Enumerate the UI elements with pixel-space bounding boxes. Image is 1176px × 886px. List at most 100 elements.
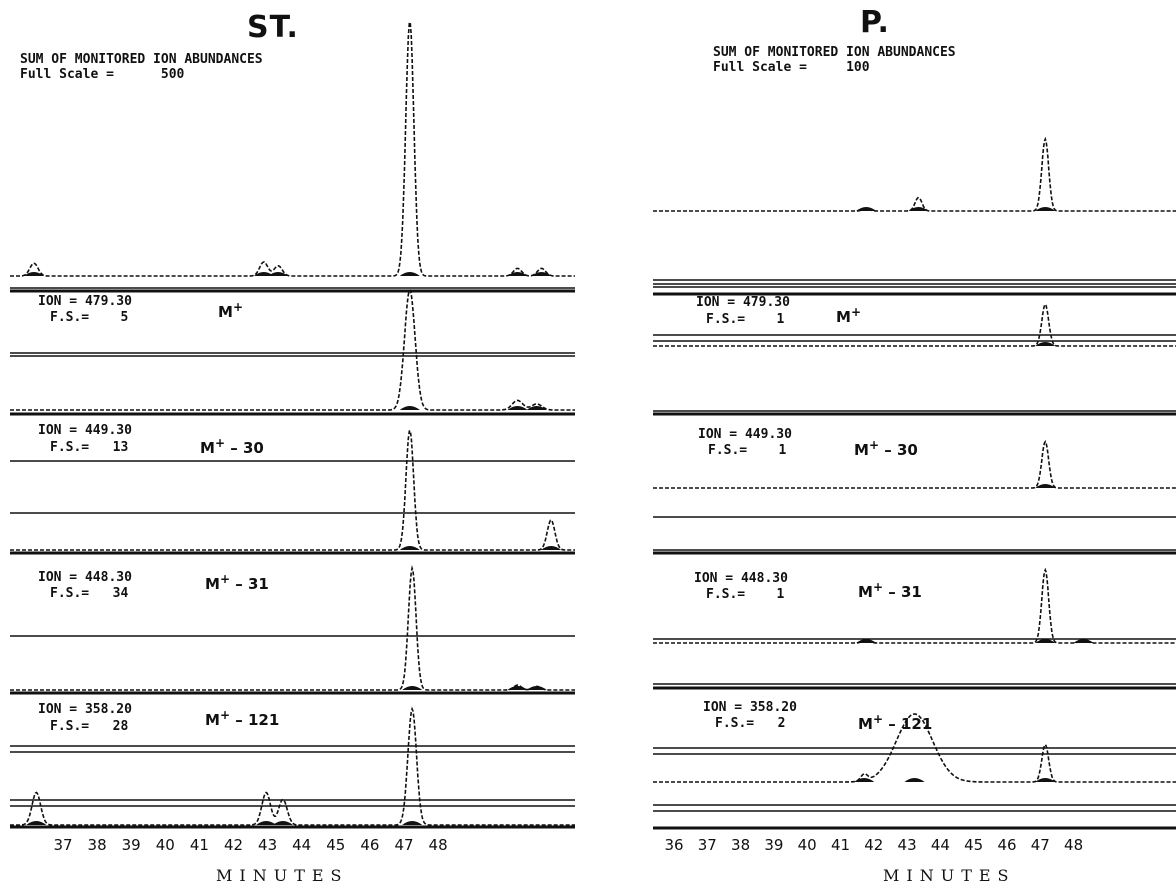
fragment-label: M+ – 30 (200, 436, 264, 457)
peak-marker (256, 821, 277, 825)
x-tick-label: 42 (224, 836, 243, 854)
chart-title: ST. (247, 10, 299, 45)
peak-marker (507, 686, 528, 690)
x-tick-label: 44 (292, 836, 311, 854)
chromatogram-st: 37 38 39 40 41 42 43 44 45 46 47 48 (10, 20, 575, 854)
chromatogram-p: 36 37 38 39 40 41 42 43 44 45 46 47 48 (653, 136, 1176, 854)
x-tick-label: 47 (394, 836, 413, 854)
fs-label: F.S.= 34 (50, 586, 129, 601)
peak-marker (23, 272, 44, 276)
fs-label: F.S.= 1 (708, 443, 787, 458)
x-tick-label: 44 (931, 836, 950, 854)
x-tick-label: 37 (53, 836, 72, 854)
ion-label: ION = 448.30 (694, 571, 788, 586)
peak-marker (26, 821, 47, 825)
fs-label: F.S.= 1 (706, 312, 785, 327)
peak-marker (526, 406, 547, 410)
x-tick-label: 39 (122, 836, 141, 854)
x-tick-label: 46 (997, 836, 1016, 854)
peak-marker (531, 272, 552, 276)
fragment-label: M+ (836, 305, 861, 326)
peak-marker (541, 546, 562, 550)
fragment-label: M+ – 31 (205, 572, 269, 593)
header-line-1: SUM OF MONITORED ION ABUNDANCES (20, 52, 263, 67)
peak-marker (507, 406, 528, 410)
x-tick-label: 38 (731, 836, 750, 854)
peak-marker (507, 272, 528, 276)
chromatogram-trace (10, 429, 575, 551)
fs-label: F.S.= 28 (50, 719, 129, 734)
fragment-label: M+ – 30 (854, 438, 918, 459)
x-tick-label: 37 (698, 836, 717, 854)
x-tick-label: 43 (258, 836, 277, 854)
peak-marker (1035, 342, 1056, 346)
peak-marker (272, 821, 293, 825)
chromatogram-trace (653, 302, 1176, 347)
peak-marker (1035, 639, 1056, 643)
fragment-label: M+ – 121 (205, 708, 280, 729)
peak-marker (856, 207, 877, 211)
x-tick-label: 41 (831, 836, 850, 854)
chromatogram-trace (10, 706, 575, 826)
ion-label: ION = 448.30 (38, 570, 132, 585)
fs-label: F.S.= 5 (50, 310, 129, 325)
chromatogram-trace (653, 439, 1176, 489)
ion-label: ION = 479.30 (38, 294, 132, 309)
fragment-label: M+ – 121 (858, 712, 933, 733)
fs-label: F.S.= 2 (715, 716, 786, 731)
full-scale-value: 100 (846, 60, 870, 75)
ion-label: ION = 449.30 (38, 423, 132, 438)
fragment-label: M+ – 31 (858, 580, 922, 601)
ion-label: ION = 358.20 (703, 700, 797, 715)
header-line-2: Full Scale = 100 (713, 60, 870, 75)
x-tick-label: 45 (326, 836, 345, 854)
chromatogram-trace (10, 565, 575, 691)
full-scale-value: 500 (160, 67, 185, 82)
x-tick-label: 42 (864, 836, 883, 854)
x-tick-label: 48 (429, 836, 448, 854)
x-tick-label: 48 (1064, 836, 1083, 854)
peak-marker (399, 406, 420, 410)
x-tick-label: 43 (898, 836, 917, 854)
peak-marker (904, 778, 925, 782)
peak-marker (268, 272, 289, 276)
x-tick-label: 41 (190, 836, 209, 854)
fs-label: F.S.= 13 (50, 440, 129, 455)
x-tick-label: 45 (964, 836, 983, 854)
ion-label: ION = 358.20 (38, 702, 132, 717)
peak-marker (1035, 484, 1056, 488)
x-tick-label: 38 (88, 836, 107, 854)
chart-panel-p: 36 37 38 39 40 41 42 43 44 45 46 47 48 P. SUM OF MON… (588, 0, 1176, 886)
ion-label: ION = 449.30 (698, 427, 792, 442)
peak-marker (908, 207, 929, 211)
x-axis-label: MINUTES (216, 866, 349, 885)
peak-marker (856, 639, 877, 643)
chromatogram-trace (10, 20, 575, 277)
header-line-1: SUM OF MONITORED ION ABUNDANCES (713, 45, 956, 60)
x-tick-label: 39 (764, 836, 783, 854)
chart-title: P. (860, 5, 890, 40)
peak-marker (402, 821, 423, 825)
x-tick-label: 46 (360, 836, 379, 854)
peak-marker (526, 686, 547, 690)
peak-marker (253, 272, 274, 276)
x-axis-label: MINUTES (883, 866, 1016, 885)
chromatogram-trace (653, 136, 1176, 212)
peak-marker (854, 778, 875, 782)
header-line-2: Full Scale = 500 (20, 67, 185, 82)
chart-panel-st: 37 38 39 40 41 42 43 44 45 46 47 48 ST. SUM OF MONI… (10, 10, 575, 885)
x-tick-label: 36 (664, 836, 683, 854)
chromatogram-trace (653, 713, 1176, 783)
peak-marker (399, 272, 420, 276)
peak-marker (1035, 778, 1056, 782)
peak-marker (399, 546, 420, 550)
chromatogram-trace (10, 289, 575, 411)
fragment-label: M+ (218, 300, 243, 321)
peak-marker (402, 686, 423, 690)
x-tick-label: 40 (798, 836, 817, 854)
ion-label: ION = 479.30 (696, 295, 790, 310)
peak-marker (1073, 639, 1094, 643)
x-tick-label: 40 (156, 836, 175, 854)
x-tick-label: 47 (1031, 836, 1050, 854)
fs-label: F.S.= 1 (706, 587, 785, 602)
